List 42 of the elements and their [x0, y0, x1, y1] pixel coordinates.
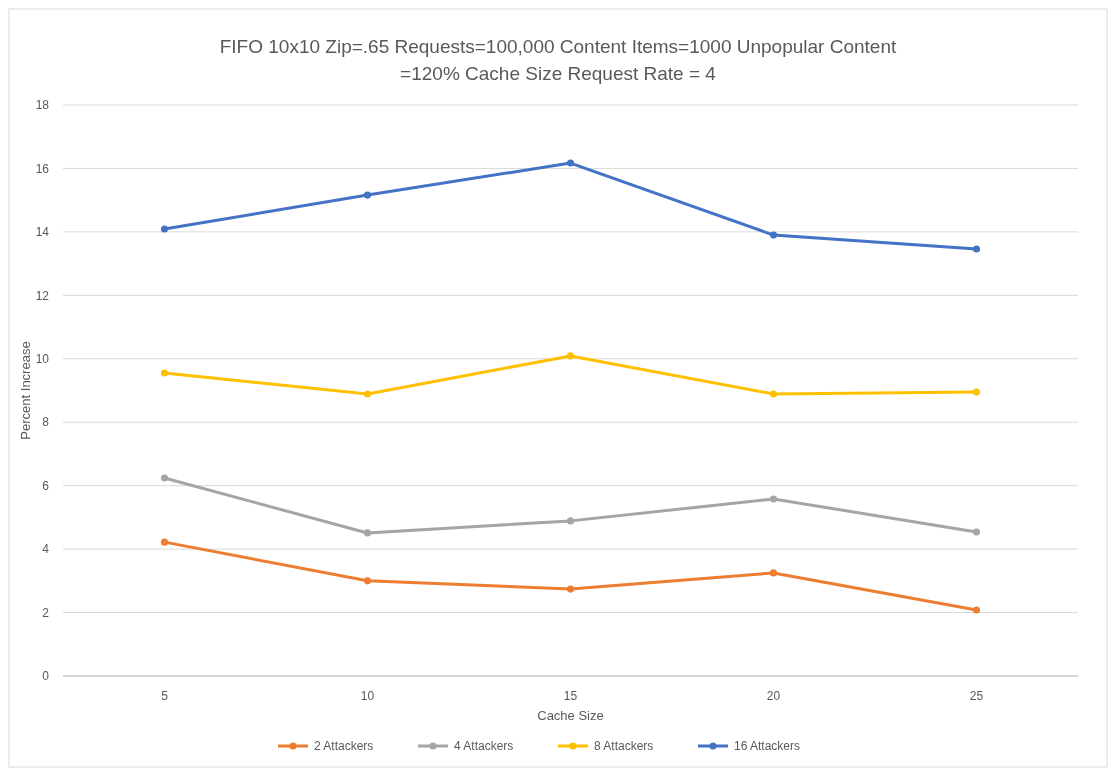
legend-label: 16 Attackers	[734, 739, 801, 754]
point	[972, 388, 981, 396]
y-tick-label: 12	[35, 288, 50, 303]
point	[972, 606, 981, 614]
x-tick-label: 25	[969, 689, 984, 703]
point	[972, 245, 981, 253]
y-axis-title: Percent Increase	[18, 341, 33, 440]
chart-title: FIFO 10x10 Zip=.65 Requests=100,000 Content Items=1000 Unpopular Content =120% Cache Size Request Rate = 4	[219, 36, 897, 84]
y-tick-label: 4	[42, 542, 50, 557]
point	[769, 390, 778, 398]
x-tick-label: 5	[161, 689, 169, 703]
point	[769, 569, 778, 577]
point	[566, 517, 575, 525]
x-axis-title: Cache Size	[537, 708, 604, 723]
legend-label: 4 Attackers	[454, 739, 514, 754]
point	[566, 352, 575, 360]
y-tick-label: 14	[35, 225, 50, 240]
point	[363, 577, 372, 585]
point	[363, 390, 372, 398]
y-tick-label: 6	[42, 478, 50, 493]
y-tick-label: 8	[42, 415, 50, 430]
point	[769, 495, 778, 503]
y-tick-label: 2	[42, 605, 50, 620]
point	[972, 528, 981, 536]
point	[160, 225, 169, 233]
y-tick-label: 16	[35, 161, 50, 176]
point	[160, 538, 169, 546]
legend-label: 2 Attackers	[314, 739, 374, 754]
y-tick-label: 18	[35, 98, 50, 113]
point	[363, 191, 372, 199]
point	[160, 369, 169, 377]
point	[566, 585, 575, 593]
x-tick-label: 20	[766, 689, 781, 703]
x-tick-label: 15	[563, 689, 578, 703]
legend-label: 8 Attackers	[594, 739, 654, 754]
point	[160, 474, 169, 482]
y-tick-label: 0	[42, 669, 50, 684]
point	[363, 529, 372, 537]
x-tick-label: 10	[360, 689, 375, 703]
point	[566, 159, 575, 167]
y-tick-label: 10	[35, 351, 50, 366]
point	[769, 231, 778, 239]
